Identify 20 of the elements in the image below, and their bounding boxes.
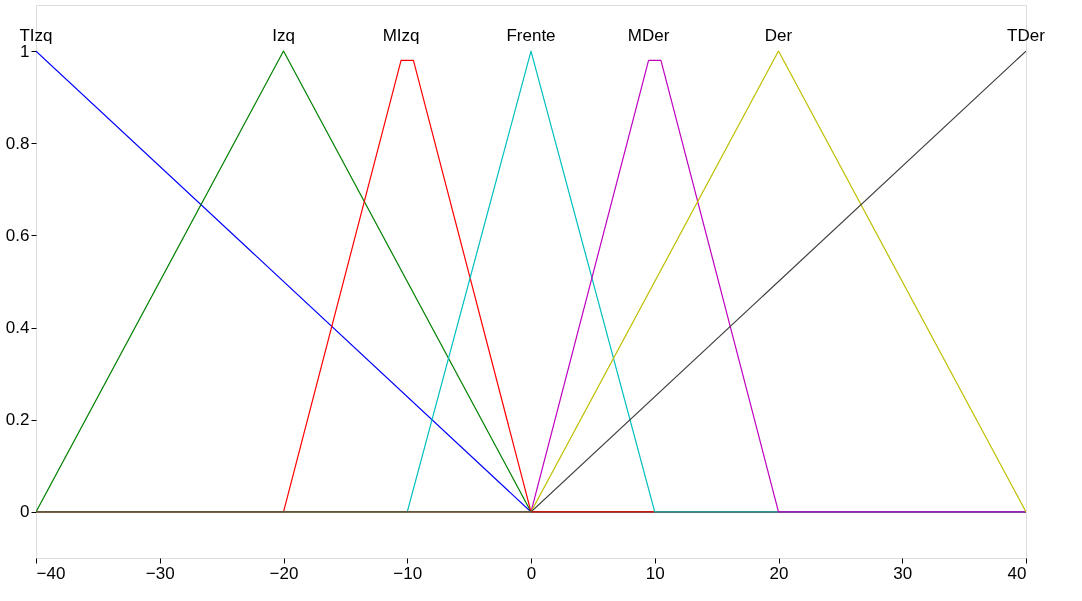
series-label: Izq bbox=[272, 26, 295, 46]
series-label: MDer bbox=[627, 26, 670, 46]
series-label: TDer bbox=[1007, 26, 1046, 46]
x-tick-label: 0 bbox=[526, 563, 537, 583]
series-label: MIzq bbox=[382, 26, 420, 46]
x-tick-label: −20 bbox=[269, 563, 299, 583]
x-tick-label: −40 bbox=[36, 563, 66, 583]
x-tick-label: 10 bbox=[645, 563, 665, 583]
y-tick-label: 0.4 bbox=[5, 318, 30, 338]
series-label: Frente bbox=[506, 26, 556, 46]
x-tick-label: 30 bbox=[893, 563, 913, 583]
x-tick-label: −10 bbox=[393, 563, 423, 583]
y-tick-label: 0.8 bbox=[5, 133, 30, 153]
series-label: Der bbox=[764, 26, 793, 46]
x-tick-label: 40 bbox=[1007, 563, 1027, 583]
y-tick-label: 0 bbox=[20, 502, 30, 522]
y-tick-label: 0.6 bbox=[5, 225, 30, 245]
x-tick-label: 20 bbox=[769, 563, 789, 583]
x-tick-label: −30 bbox=[145, 563, 175, 583]
y-tick-label: 0.2 bbox=[5, 410, 30, 430]
